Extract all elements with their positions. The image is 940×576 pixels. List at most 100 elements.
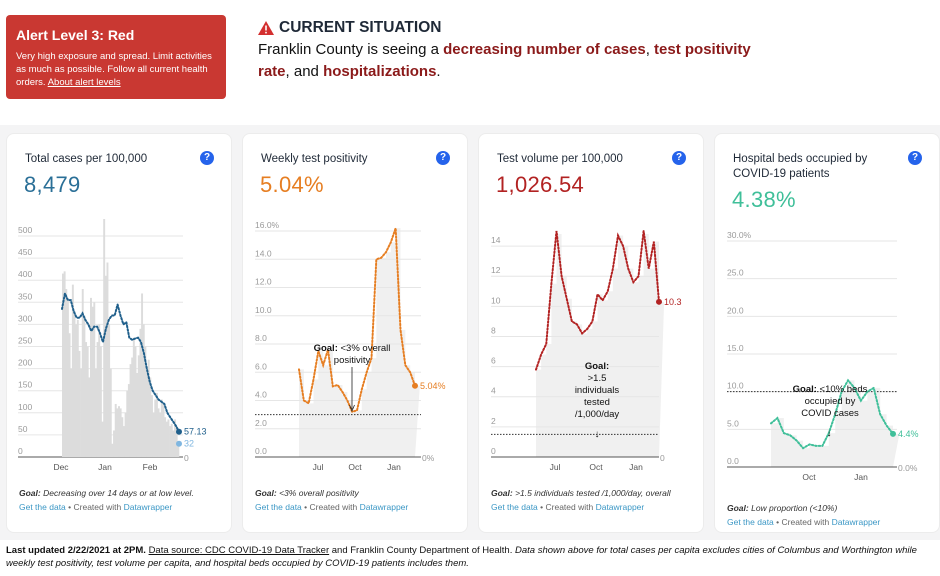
get-the-data-link[interactable]: Get the data bbox=[19, 502, 66, 512]
x-tick-label: Jan bbox=[629, 462, 643, 472]
daily-case-bar bbox=[124, 412, 127, 457]
goal-annotation-line: occupied by bbox=[805, 396, 856, 407]
get-the-data-link[interactable]: Get the data bbox=[727, 517, 774, 527]
daily-case-bar bbox=[131, 357, 134, 457]
daily-case-bar bbox=[121, 417, 124, 457]
y-tick-label: 10.0 bbox=[727, 381, 744, 391]
daily-case-bar bbox=[104, 275, 107, 457]
shaded-area bbox=[536, 234, 665, 457]
get-the-data-link[interactable]: Get the data bbox=[255, 502, 302, 512]
daily-case-bar bbox=[65, 289, 68, 457]
goal-arrow-icon: ↓ bbox=[595, 429, 600, 440]
y-tick-label: 4.0 bbox=[255, 390, 267, 400]
y-tick-label: 14 bbox=[491, 235, 501, 245]
datawrapper-link[interactable]: Datawrapper bbox=[359, 502, 409, 512]
daily-case-bar bbox=[174, 419, 177, 457]
help-icon[interactable]: ? bbox=[200, 151, 214, 165]
y-tick-label: 0.0 bbox=[727, 456, 739, 466]
daily-case-bar bbox=[175, 426, 178, 457]
x-tick-label: Feb bbox=[143, 462, 158, 472]
y-tick-label: 2 bbox=[491, 416, 496, 426]
daily-case-bar bbox=[71, 284, 74, 457]
daily-case-bar bbox=[88, 377, 91, 457]
highlight-positivity: test positivity rate bbox=[258, 41, 751, 80]
goal-text: Goal: <3% overall positivity bbox=[255, 488, 359, 498]
datawrapper-link[interactable]: Datawrapper bbox=[595, 502, 645, 512]
y-tick-label: 4 bbox=[491, 386, 496, 396]
about-alert-levels-link[interactable]: About alert levels bbox=[47, 77, 121, 88]
daily-case-bar bbox=[129, 364, 132, 457]
alert-body: Very high exposure and spread. Limit act… bbox=[16, 51, 212, 88]
shaded-area bbox=[299, 228, 420, 457]
daily-case-bar bbox=[122, 426, 125, 457]
shaded-area bbox=[771, 380, 900, 467]
daily-case-bar bbox=[96, 342, 99, 457]
daily-case-bar bbox=[164, 417, 167, 457]
x-tick-label: Oct bbox=[348, 462, 362, 472]
rolling-average-line bbox=[61, 290, 180, 433]
card-value: 4.38% bbox=[732, 187, 796, 212]
daily-case-bar bbox=[116, 408, 119, 457]
situation-text: Franklin County is seeing a decreasing n… bbox=[258, 41, 751, 80]
daily-case-bar bbox=[85, 342, 88, 457]
daily-case-bar bbox=[144, 346, 147, 457]
daily-case-bar bbox=[81, 289, 84, 457]
daily-case-bar bbox=[134, 346, 137, 457]
goal-annotation-line: COVID cases bbox=[801, 408, 859, 419]
card-hospital-beds: Hospital beds occupied by COVID-19 patie… bbox=[714, 133, 940, 533]
daily-case-bar bbox=[99, 346, 102, 457]
goal-arrow-icon: ↓ bbox=[827, 428, 832, 439]
trend-endpoint-label: 10.3 bbox=[664, 297, 682, 307]
daily-case-bar bbox=[162, 403, 165, 457]
daily-case-bar bbox=[78, 350, 81, 457]
daily-case-bar bbox=[108, 324, 111, 457]
chart-links: Get the data • Created with Datawrapper bbox=[491, 502, 645, 512]
daily-case-bar bbox=[119, 408, 122, 457]
daily-case-bar bbox=[167, 419, 170, 457]
card-value: 5.04% bbox=[260, 172, 324, 197]
y-tick-label: 50 bbox=[18, 424, 28, 434]
trend-endpoint-label: 4.4% bbox=[898, 429, 919, 439]
y-tick-label: 400 bbox=[18, 269, 32, 279]
footer-note: Last updated 2/22/2021 at 2PM. Data sour… bbox=[0, 540, 940, 576]
right-zero-label: 0 bbox=[660, 453, 665, 463]
y-tick-label: 500 bbox=[18, 225, 32, 235]
trend-line bbox=[298, 227, 416, 414]
trend-line bbox=[770, 378, 894, 450]
y-tick-label: 15.0 bbox=[727, 343, 744, 353]
situation-heading: CURRENT SITUATION bbox=[279, 19, 442, 36]
test-volume-chart: 14 12 10 8 6 4 2 0 0 Jul Oct Jan 10.3 Goal:>1.5indivi… bbox=[491, 230, 682, 472]
daily-case-bar bbox=[177, 443, 180, 457]
datawrapper-link[interactable]: Datawrapper bbox=[123, 502, 173, 512]
help-icon[interactable]: ? bbox=[436, 151, 450, 165]
right-zero-label: 0.0% bbox=[898, 463, 918, 473]
goal-annotation-line: /1,000/day bbox=[575, 409, 620, 420]
data-source-link[interactable]: Data source: CDC COVID-19 Data Tracker bbox=[148, 545, 330, 556]
get-the-data-link[interactable]: Get the data bbox=[491, 502, 538, 512]
daily-case-bar bbox=[75, 324, 78, 457]
card-value: 1,026.54 bbox=[496, 172, 585, 197]
help-icon[interactable]: ? bbox=[672, 151, 686, 165]
card-total-cases: Total cases per 100,000 ? 8,479 500 450 40… bbox=[6, 133, 232, 533]
goal-annotation: Goal: <10% beds bbox=[793, 384, 868, 395]
help-icon[interactable]: ? bbox=[908, 151, 922, 165]
goal-annotation: Goal: <3% overall bbox=[314, 343, 391, 354]
trend-endpoint bbox=[412, 382, 418, 389]
daily-case-bar bbox=[63, 271, 66, 457]
x-tick-label: Jul bbox=[550, 462, 561, 472]
datawrapper-link[interactable]: Datawrapper bbox=[831, 517, 881, 527]
daily-case-bar bbox=[150, 395, 153, 457]
alert-level-banner: Alert Level 3: Red Very high exposure an… bbox=[6, 15, 226, 99]
y-tick-label: 300 bbox=[18, 313, 32, 323]
daily-case-bar bbox=[149, 377, 152, 457]
daily-case-bar bbox=[90, 297, 92, 457]
y-tick-label: 8 bbox=[491, 325, 496, 335]
x-tick-label: Jul bbox=[313, 462, 324, 472]
daily-case-bar bbox=[126, 390, 129, 457]
y-tick-label: 350 bbox=[18, 291, 32, 301]
daily-case-bar bbox=[109, 368, 112, 457]
daily-case-bar bbox=[93, 302, 96, 457]
goal-annotation-line: individuals bbox=[575, 385, 620, 396]
daily-case-bar bbox=[137, 355, 140, 457]
card-title: Total cases per 100,000 bbox=[25, 153, 148, 165]
